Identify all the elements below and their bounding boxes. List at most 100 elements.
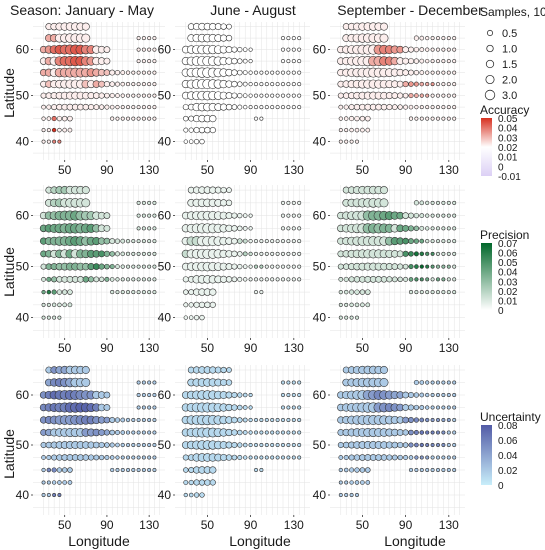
data-point <box>452 105 457 110</box>
data-point <box>141 59 146 64</box>
data-point <box>355 139 359 144</box>
data-point <box>375 276 382 283</box>
data-point <box>436 393 440 397</box>
data-point <box>344 139 349 144</box>
data-point <box>243 277 248 282</box>
data-point <box>430 443 435 447</box>
data-point <box>198 479 206 486</box>
y-tick-label: 40 <box>158 135 172 149</box>
data-point <box>297 393 302 397</box>
data-point <box>126 277 131 282</box>
data-point <box>152 93 157 98</box>
data-point <box>419 277 424 282</box>
data-point <box>291 277 296 282</box>
data-point <box>226 187 232 193</box>
data-point <box>147 380 152 385</box>
data-point <box>152 455 157 460</box>
data-point <box>452 213 457 218</box>
data-point <box>446 82 451 87</box>
data-point <box>209 479 216 486</box>
data-point <box>425 226 430 231</box>
data-point <box>136 105 141 110</box>
data-point <box>430 468 435 472</box>
data-point <box>402 263 409 270</box>
data-point <box>436 239 440 244</box>
data-point <box>120 290 125 295</box>
data-point <box>425 47 430 52</box>
data-point <box>152 290 157 295</box>
data-point <box>338 467 343 473</box>
data-point <box>152 251 157 256</box>
data-point <box>414 277 419 282</box>
data-point <box>242 225 248 231</box>
data-point <box>414 442 419 448</box>
data-point <box>419 392 425 398</box>
data-point <box>81 366 90 374</box>
data-point <box>67 115 73 122</box>
data-point <box>413 417 420 423</box>
x-tick-label: 130 <box>284 341 304 355</box>
data-point <box>109 429 115 436</box>
data-point <box>141 380 146 385</box>
data-point <box>343 104 349 110</box>
data-point <box>403 104 409 110</box>
data-point <box>254 418 258 422</box>
data-point <box>104 455 110 460</box>
data-point <box>270 418 275 422</box>
data-point <box>297 200 302 205</box>
data-point <box>286 430 291 435</box>
data-point <box>126 93 131 98</box>
data-point <box>349 315 354 320</box>
data-point <box>349 139 354 144</box>
data-point <box>52 139 57 144</box>
data-point <box>248 105 253 110</box>
data-point <box>391 263 399 270</box>
data-point <box>425 58 430 64</box>
data-point <box>237 429 243 436</box>
data-point <box>425 455 430 460</box>
size-legend-label: 0.5 <box>502 28 517 40</box>
data-point <box>93 92 100 99</box>
x-tick-label: 130 <box>139 518 159 532</box>
data-point <box>147 93 152 98</box>
data-point <box>193 127 200 134</box>
data-point <box>57 493 62 497</box>
data-point <box>248 47 253 52</box>
data-point <box>237 46 243 53</box>
data-point <box>98 441 105 449</box>
data-point <box>275 430 280 435</box>
data-point <box>259 277 264 282</box>
data-point <box>275 455 280 460</box>
y-tick-label: 50 <box>158 89 172 103</box>
data-point <box>131 277 136 282</box>
data-point <box>419 81 425 87</box>
data-point <box>231 416 238 424</box>
data-point <box>41 276 46 282</box>
data-point <box>441 226 446 231</box>
data-point <box>115 468 120 472</box>
data-point <box>214 23 222 31</box>
data-point <box>131 70 136 75</box>
data-point <box>248 251 253 256</box>
data-point <box>237 69 243 76</box>
data-point <box>103 57 111 65</box>
panel-title-1: Season: January - May <box>10 2 154 18</box>
data-point <box>419 468 424 472</box>
data-point <box>402 237 409 245</box>
data-point <box>98 276 105 283</box>
data-point <box>343 289 349 295</box>
data-point <box>259 105 264 110</box>
data-point <box>259 468 264 472</box>
data-point <box>430 290 435 295</box>
data-point <box>419 264 424 269</box>
data-point <box>408 46 414 53</box>
data-point <box>397 104 403 110</box>
data-point <box>141 93 146 98</box>
data-point <box>403 455 409 460</box>
color-legend-label: 0.02 <box>498 466 518 477</box>
data-point <box>62 127 67 133</box>
panel-titles: Season: January - May June - August Sept… <box>10 2 483 18</box>
x-axis-labels: Longitude Longitude Longitude <box>68 533 446 549</box>
data-point <box>242 392 248 398</box>
data-point <box>188 492 194 498</box>
